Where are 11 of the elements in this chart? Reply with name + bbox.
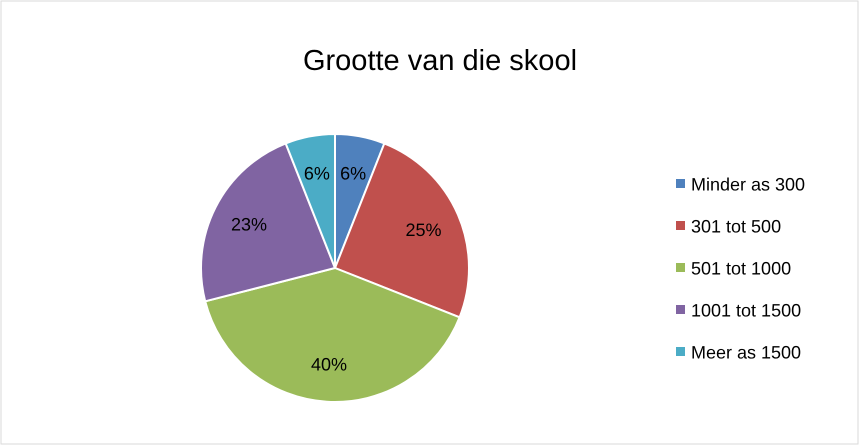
chart-title: Grootte van die skool — [302, 45, 578, 77]
legend-label: 501 tot 1000 — [691, 258, 792, 278]
data-label: 25% — [406, 220, 442, 240]
legend-label: 1001 tot 1500 — [691, 300, 802, 320]
data-label: 23% — [231, 214, 268, 234]
data-label: 6% — [340, 164, 366, 184]
legend-label: Meer as 1500 — [691, 342, 802, 362]
legend-label: Minder as 300 — [691, 174, 806, 194]
data-label: 6% — [304, 164, 330, 184]
data-label: 40% — [310, 354, 347, 375]
legend-label: 301 tot 500 — [691, 216, 782, 236]
